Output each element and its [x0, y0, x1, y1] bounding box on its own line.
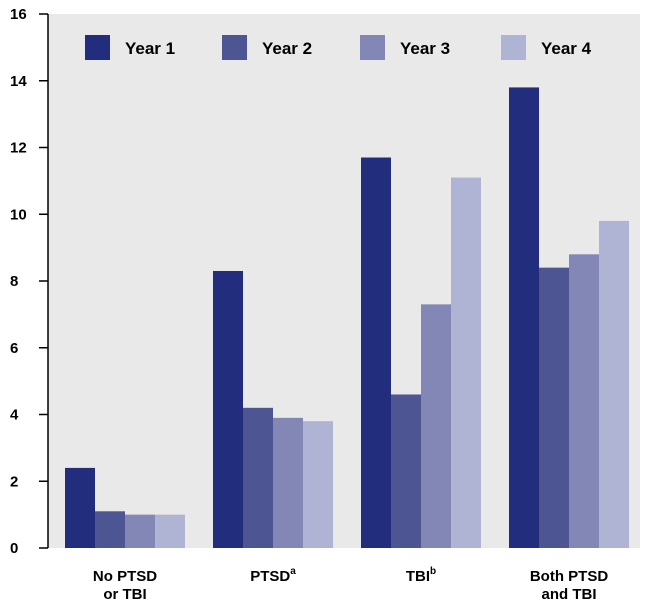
legend-swatch: [222, 35, 247, 60]
y-tick-label: 6: [10, 340, 18, 357]
y-axis: 0 2 4 6 8 10 12 14 16: [10, 6, 49, 557]
bar: [421, 304, 451, 548]
bar: [273, 417, 303, 548]
bar: [213, 270, 243, 548]
x-category-label: Both PTSD: [530, 568, 608, 585]
y-tick-label: 8: [10, 273, 18, 290]
x-category-label: or TBI: [103, 586, 146, 603]
bar: [155, 514, 185, 548]
bar: [599, 220, 629, 549]
y-tick-label: 16: [10, 6, 27, 23]
bar: [125, 514, 155, 548]
legend-swatch: [501, 35, 526, 60]
y-tick-label: 12: [10, 140, 27, 157]
x-category-label: TBIb: [406, 566, 436, 585]
x-category-label: and TBI: [542, 586, 597, 603]
bar: [95, 511, 125, 548]
bar: [451, 177, 481, 548]
bar: [569, 254, 599, 549]
legend-label: Year 4: [541, 39, 592, 58]
bar: [361, 157, 391, 548]
bar: [539, 267, 569, 548]
y-tick-label: 0: [10, 540, 18, 557]
bar: [391, 394, 421, 548]
legend-swatch: [360, 35, 385, 60]
legend-label: Year 3: [400, 39, 450, 58]
bar: [243, 407, 273, 548]
legend-swatch: [85, 35, 110, 60]
y-tick-label: 2: [10, 473, 18, 490]
legend-label: Year 2: [262, 39, 312, 58]
legend: Year 1 Year 2 Year 3 Year 4: [85, 35, 592, 60]
y-tick-label: 4: [10, 407, 19, 424]
x-category-label: No PTSD: [93, 568, 157, 585]
y-tick-label: 10: [10, 206, 27, 223]
bars-group: [65, 87, 629, 549]
bar: [303, 421, 333, 548]
x-category-label: PTSDa: [250, 566, 296, 585]
y-tick-label: 14: [10, 73, 27, 90]
bar: [509, 87, 539, 549]
legend-label: Year 1: [125, 39, 175, 58]
bar: [65, 467, 95, 548]
